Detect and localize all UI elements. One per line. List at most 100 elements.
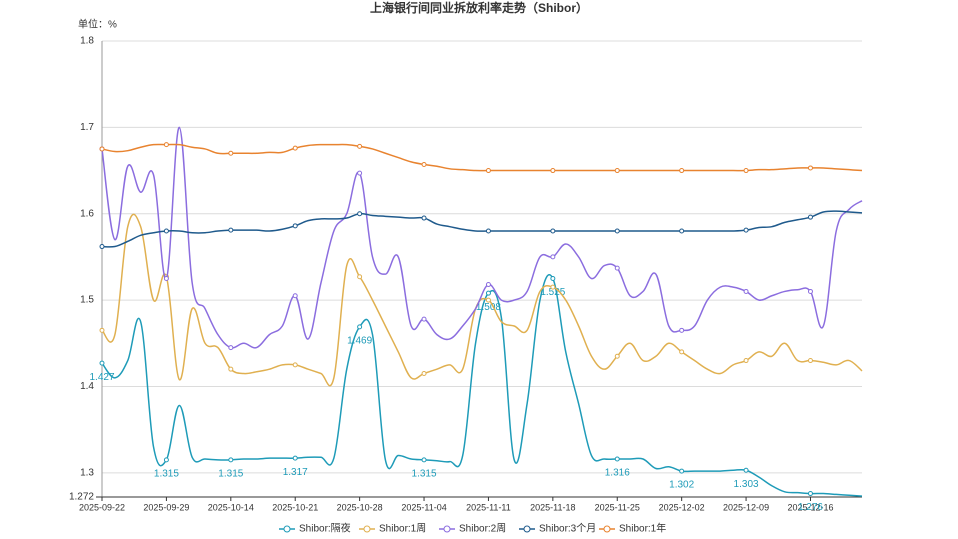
point-marker <box>421 457 427 463</box>
point-marker <box>357 211 363 217</box>
point-marker <box>357 143 363 149</box>
x-tick-label: 2025-11-18 <box>530 502 575 512</box>
point-marker <box>807 288 813 294</box>
point-marker <box>228 150 234 156</box>
point-marker <box>614 456 620 462</box>
data-label: 1.317 <box>283 467 308 478</box>
y-tick-label: 1.6 <box>80 208 94 219</box>
point-marker <box>550 276 556 281</box>
point-marker <box>228 457 234 463</box>
point-marker <box>485 290 491 296</box>
point-marker <box>292 362 298 368</box>
series-line <box>101 126 863 349</box>
x-tick-label: 2025-10-14 <box>208 502 254 512</box>
legend-icon <box>443 525 451 533</box>
data-label: 1.315 <box>218 469 243 480</box>
point-marker <box>421 162 427 167</box>
point-marker <box>163 228 169 234</box>
point-marker <box>679 228 685 234</box>
series-line <box>101 274 863 497</box>
x-tick-label: 2025-11-04 <box>401 502 446 512</box>
data-label: 1.316 <box>605 468 630 479</box>
data-label: 1.315 <box>154 469 179 480</box>
point-marker <box>807 358 813 364</box>
point-marker <box>743 358 749 364</box>
point-marker <box>485 297 491 303</box>
data-label: 1.427 <box>89 372 114 383</box>
legend-label: Shibor:隔夜 <box>299 522 351 535</box>
point-marker <box>292 145 298 151</box>
legend-icon <box>523 525 531 533</box>
point-marker <box>679 168 685 174</box>
point-marker <box>743 227 749 233</box>
point-marker <box>679 468 685 474</box>
point-marker <box>743 168 749 174</box>
point-marker <box>550 284 556 290</box>
point-marker <box>99 327 105 333</box>
y-tick-label: 1.272 <box>69 492 94 503</box>
point-marker <box>679 327 685 333</box>
x-tick-label: 2025-12-09 <box>723 502 769 512</box>
x-tick-label: 2025-09-22 <box>79 502 125 512</box>
data-label: 1.508 <box>476 302 501 313</box>
x-tick-label: 2025-09-29 <box>143 502 189 512</box>
x-tick-label: 2025-12-16 <box>787 502 833 512</box>
point-marker <box>292 223 298 229</box>
point-marker <box>807 214 813 220</box>
y-tick-label: 1.7 <box>80 122 94 133</box>
point-marker <box>357 324 363 330</box>
legend-label: Shibor:2周 <box>459 523 506 535</box>
series-line <box>101 213 863 387</box>
point-marker <box>679 349 685 355</box>
point-marker <box>550 254 556 260</box>
point-marker <box>550 168 556 174</box>
data-label: 1.303 <box>734 479 759 490</box>
point-marker <box>485 282 491 288</box>
x-tick-label: 2025-10-28 <box>337 502 383 512</box>
x-tick-label: 2025-11-25 <box>595 502 640 512</box>
point-marker <box>421 215 427 221</box>
point-marker <box>485 168 491 174</box>
point-marker <box>421 371 427 376</box>
data-label: 1.469 <box>347 336 372 347</box>
point-marker <box>357 170 363 176</box>
data-label: 1.276 <box>798 502 823 513</box>
point-marker <box>550 228 556 234</box>
point-marker <box>614 265 620 271</box>
legend-label: Shibor:1年 <box>619 522 666 535</box>
series-line <box>101 143 863 172</box>
point-marker <box>807 491 813 497</box>
point-marker <box>99 244 105 250</box>
point-marker <box>228 227 234 233</box>
point-marker <box>228 366 234 372</box>
point-marker <box>163 457 169 463</box>
point-marker <box>485 228 491 234</box>
point-marker <box>614 168 620 174</box>
point-marker <box>807 165 813 171</box>
point-marker <box>228 345 234 351</box>
point-marker <box>163 276 169 281</box>
point-marker <box>99 146 105 152</box>
point-marker <box>614 228 620 234</box>
legend-icon <box>603 525 611 533</box>
data-label: 1.525 <box>540 287 565 298</box>
y-tick-label: 1.3 <box>80 467 94 478</box>
legend-icon <box>363 525 371 533</box>
point-marker <box>421 316 427 322</box>
x-tick-label: 2025-12-02 <box>659 502 705 512</box>
y-tick-label: 1.8 <box>80 36 94 47</box>
point-marker <box>99 360 105 366</box>
point-marker <box>743 467 749 473</box>
x-tick-label: 2025-11-11 <box>466 502 511 512</box>
chart-title: 上海银行间同业拆放利率走势（Shibor） <box>370 0 588 15</box>
y-axis-name: 单位：% <box>78 18 117 31</box>
legend-label: Shibor:1周 <box>379 523 426 535</box>
point-marker <box>743 288 749 294</box>
point-marker <box>163 142 169 148</box>
data-label: 1.315 <box>412 469 437 480</box>
data-label: 1.302 <box>669 480 694 491</box>
y-tick-label: 1.4 <box>80 381 94 392</box>
point-marker <box>292 293 298 299</box>
point-marker <box>614 353 620 359</box>
